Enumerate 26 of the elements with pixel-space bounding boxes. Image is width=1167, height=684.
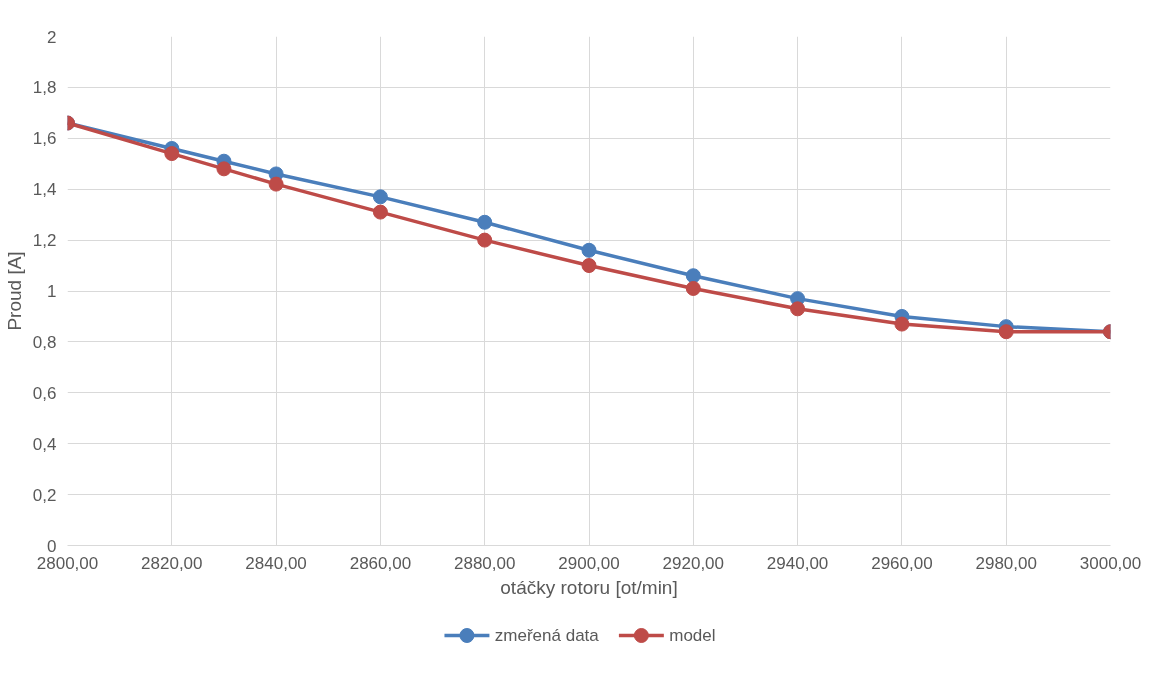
x-tick-label: 2940,00 xyxy=(766,553,829,573)
x-tick-label: 2880,00 xyxy=(453,553,516,573)
y-tick-label: 1,8 xyxy=(32,78,57,98)
y-tick-label: 0,6 xyxy=(32,383,57,403)
legend-label: model xyxy=(669,626,716,645)
x-tick-label: 2860,00 xyxy=(349,553,412,573)
y-tick-label: 2 xyxy=(47,27,57,47)
y-tick-label: 0,8 xyxy=(32,332,57,352)
y-tick-label: 1,6 xyxy=(32,129,57,149)
x-tick-label: 3000,00 xyxy=(1079,553,1142,573)
legend-label: zmeřená data xyxy=(494,626,600,645)
x-tick-label: 2820,00 xyxy=(141,553,203,573)
x-tick-label: 2960,00 xyxy=(871,553,933,573)
y-tick-label: 1,4 xyxy=(32,180,57,200)
x-axis-title: otáčky rotoru [ot/min] xyxy=(500,576,678,598)
x-tick-label: 2920,00 xyxy=(662,553,725,573)
y-tick-label: 1 xyxy=(47,282,57,301)
x-tick-label: 2800,00 xyxy=(36,553,99,573)
x-tick-label: 2980,00 xyxy=(975,553,1037,573)
y-tick-label: 1,2 xyxy=(32,231,57,251)
y-tick-label: 0,4 xyxy=(32,434,57,454)
x-tick-label: 2840,00 xyxy=(245,553,307,573)
x-tick-label: 2900,00 xyxy=(558,553,620,573)
y-tick-label: 0,2 xyxy=(32,485,57,505)
y-axis-title: Proud [A] xyxy=(3,251,25,331)
y-tick-label: 0 xyxy=(47,536,57,556)
